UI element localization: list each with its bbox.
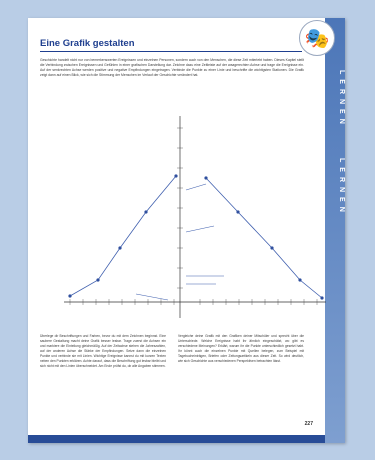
curve-point bbox=[270, 246, 274, 250]
curve-points bbox=[68, 174, 324, 300]
curve-point bbox=[298, 278, 302, 282]
page-title: Eine Grafik gestalten bbox=[40, 38, 135, 49]
theater-masks-icon: 🎭 bbox=[299, 20, 335, 56]
bottom-bar bbox=[28, 435, 325, 443]
curve-point bbox=[96, 278, 100, 282]
horizontal-axis-ticks bbox=[69, 299, 318, 305]
curve-point bbox=[236, 210, 240, 214]
side-band-word: LERNEN bbox=[338, 70, 345, 129]
curve-point bbox=[68, 294, 72, 298]
emotion-graph bbox=[64, 116, 326, 318]
page-number: 227 bbox=[304, 421, 313, 427]
body-column-right: Vergleiche deine Grafik mit den Grafiken… bbox=[178, 334, 304, 363]
side-band-word: LERNEN bbox=[338, 158, 345, 217]
vertical-axis-ticks bbox=[177, 127, 183, 289]
curve-point bbox=[204, 176, 208, 180]
title-rule bbox=[40, 51, 302, 52]
textbook-page: LERNEN LERNEN 🎭 Eine Grafik gestalten Ge… bbox=[28, 18, 345, 443]
annotation-markers bbox=[135, 183, 224, 301]
right-curve-line bbox=[205, 177, 323, 299]
curve-point bbox=[144, 210, 148, 214]
body-column-left: Überlege dir Beschriftungen und Farben, … bbox=[40, 334, 166, 368]
intro-paragraph: Geschichte handelt nicht nur von bemerke… bbox=[40, 58, 304, 77]
side-band: LERNEN LERNEN bbox=[325, 18, 345, 443]
left-curve-line bbox=[69, 175, 177, 297]
curve-point bbox=[118, 246, 122, 250]
curve-point bbox=[174, 174, 178, 178]
curve-point bbox=[320, 296, 324, 300]
